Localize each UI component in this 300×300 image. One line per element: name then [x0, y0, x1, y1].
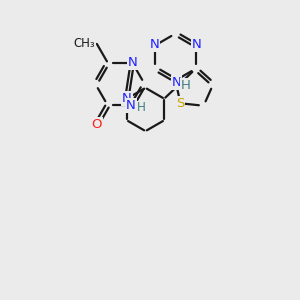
- Text: H: H: [180, 79, 190, 92]
- Text: CH₃: CH₃: [74, 38, 95, 50]
- Text: N: N: [128, 56, 137, 69]
- Text: H: H: [137, 101, 146, 114]
- Text: N: N: [126, 99, 136, 112]
- Text: N: N: [191, 38, 201, 51]
- Text: N: N: [122, 92, 132, 105]
- Text: S: S: [176, 97, 184, 110]
- Text: N: N: [172, 76, 181, 89]
- Text: N: N: [150, 38, 160, 51]
- Text: O: O: [92, 118, 102, 130]
